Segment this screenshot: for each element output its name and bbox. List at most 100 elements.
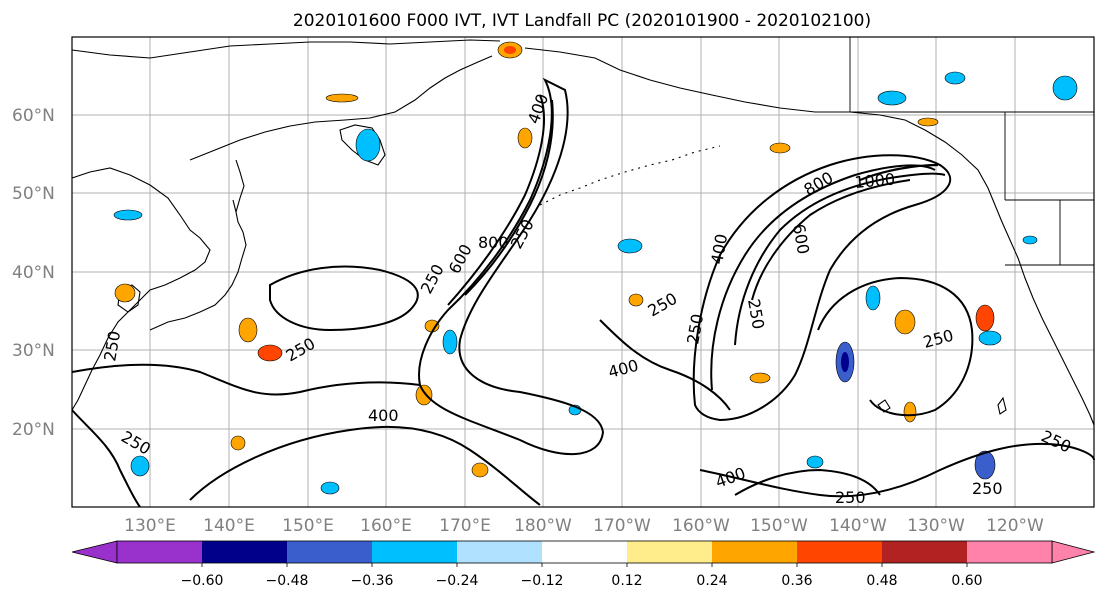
pc-blob <box>114 283 136 303</box>
colorbar-segment <box>882 541 967 563</box>
colorbar-extend-right <box>1051 540 1096 564</box>
colorbar-segment <box>457 541 542 563</box>
contour-250-mid <box>599 319 731 411</box>
contour-250-jet <box>418 77 605 456</box>
pc-blob <box>355 128 381 162</box>
pc-shading <box>113 41 1078 495</box>
lon-label: 140°E <box>203 516 255 536</box>
pc-blob <box>769 142 791 154</box>
pc-blob <box>504 46 516 54</box>
colorbar-extend-left <box>71 540 118 564</box>
japan-coast <box>149 199 247 331</box>
latitude-labels: 60°N 50°N 40°N 30°N 20°N <box>12 106 55 440</box>
colorbar-tick-label: −0.36 <box>351 573 394 589</box>
contour-600-jet <box>464 99 554 296</box>
lon-label: 140°W <box>829 516 887 536</box>
pc-blob <box>894 309 916 335</box>
pc-blob <box>865 285 881 311</box>
colorbar-tick-label: 0.60 <box>951 573 982 589</box>
contour-label: 250 <box>835 488 866 507</box>
pc-blob <box>617 238 643 254</box>
contour-label: 250 <box>972 479 1003 498</box>
contour-400-jet <box>447 94 546 306</box>
lat-label-30n: 30°N <box>12 341 55 361</box>
colorbar-segment <box>202 541 287 563</box>
colorbar-segment <box>117 541 202 563</box>
lon-label: 120°W <box>986 516 1044 536</box>
contour-label: 400 <box>368 406 399 425</box>
colorbar-tick-label: −0.12 <box>521 573 564 589</box>
colorbar: −0.60 −0.48 −0.36 −0.24 −0.12 0.12 0.24 … <box>71 540 1096 589</box>
colorbar-segment <box>712 541 797 563</box>
contour-250-east <box>692 154 952 422</box>
colorbar-tick-label: 0.12 <box>611 573 642 589</box>
lat-label-50n: 50°N <box>12 184 55 204</box>
lon-label: 150°W <box>750 516 808 536</box>
pc-blob <box>749 372 771 384</box>
pc-blob <box>975 304 995 332</box>
pc-blob <box>325 93 359 103</box>
lon-label: 180°W <box>514 516 572 536</box>
contour-400-south <box>189 425 541 506</box>
pc-blob <box>978 330 1002 346</box>
pc-blob <box>841 352 849 372</box>
colorbar-segment <box>287 541 372 563</box>
korea-coast <box>117 284 141 313</box>
pc-blob <box>806 455 824 469</box>
gridlines <box>72 37 1094 507</box>
pc-blob <box>320 481 340 495</box>
contour-400-sw <box>71 409 141 508</box>
okhotsk-coast <box>189 55 493 161</box>
colorbar-tick-label: 0.36 <box>781 573 812 589</box>
lon-label: 160°W <box>672 516 730 536</box>
contour-250-west <box>269 265 419 332</box>
colorbar-tick-label: 0.24 <box>696 573 727 589</box>
political-borders <box>849 37 1094 266</box>
asia-coast <box>71 167 211 411</box>
contour-label: 800 <box>478 233 509 252</box>
pc-blob <box>130 455 150 477</box>
contour-600-east <box>734 172 946 346</box>
pc-blob <box>877 90 907 106</box>
contour-250-se <box>699 442 1095 498</box>
colorbar-segment <box>627 541 712 563</box>
lon-label: 160°E <box>360 516 412 536</box>
contour-400-se <box>734 468 881 496</box>
lon-label: 130°W <box>907 516 965 536</box>
contour-1000-east <box>859 163 939 182</box>
pc-blob <box>628 293 644 307</box>
lon-label: 130°E <box>124 516 176 536</box>
pc-blob <box>442 329 458 355</box>
ivt-contours <box>71 77 1095 508</box>
aleutian-chain <box>539 145 721 206</box>
lat-label-40n: 40°N <box>12 263 55 283</box>
colorbar-segment <box>372 541 457 563</box>
pc-blob <box>903 401 917 423</box>
longitude-labels: 130°E 140°E 150°E 160°E 170°E 180°W 170°… <box>124 516 1044 536</box>
contour-250-inner <box>817 276 974 417</box>
lat-label-20n: 20°N <box>12 420 55 440</box>
colorbar-segment <box>797 541 882 563</box>
north-america-coast <box>524 47 1095 426</box>
arctic-coast-west <box>71 39 501 59</box>
pc-blob <box>974 450 996 480</box>
sakhalin-coast <box>235 159 245 213</box>
kamchatka-coast <box>339 124 386 166</box>
map-title: 2020101600 F000 IVT, IVT Landfall PC (20… <box>293 11 871 31</box>
pc-blob <box>415 384 433 406</box>
contour-800-east <box>751 179 911 301</box>
lon-label: 170°W <box>593 516 651 536</box>
lat-label-60n: 60°N <box>12 106 55 126</box>
colorbar-tick-label: −0.24 <box>436 573 479 589</box>
lon-label: 150°E <box>282 516 334 536</box>
colorbar-frame <box>116 540 1053 564</box>
pc-blob <box>1022 235 1038 245</box>
lon-label: 170°E <box>439 516 491 536</box>
colorbar-tick-label: 0.48 <box>866 573 897 589</box>
colorbar-tick-label: −0.60 <box>181 573 224 589</box>
pc-blob <box>1052 75 1078 101</box>
contour-400-east <box>710 164 936 391</box>
pc-blob <box>471 462 489 478</box>
map-panel: 400 250 600 800 250 250 250 250 400 400 … <box>71 36 1095 508</box>
